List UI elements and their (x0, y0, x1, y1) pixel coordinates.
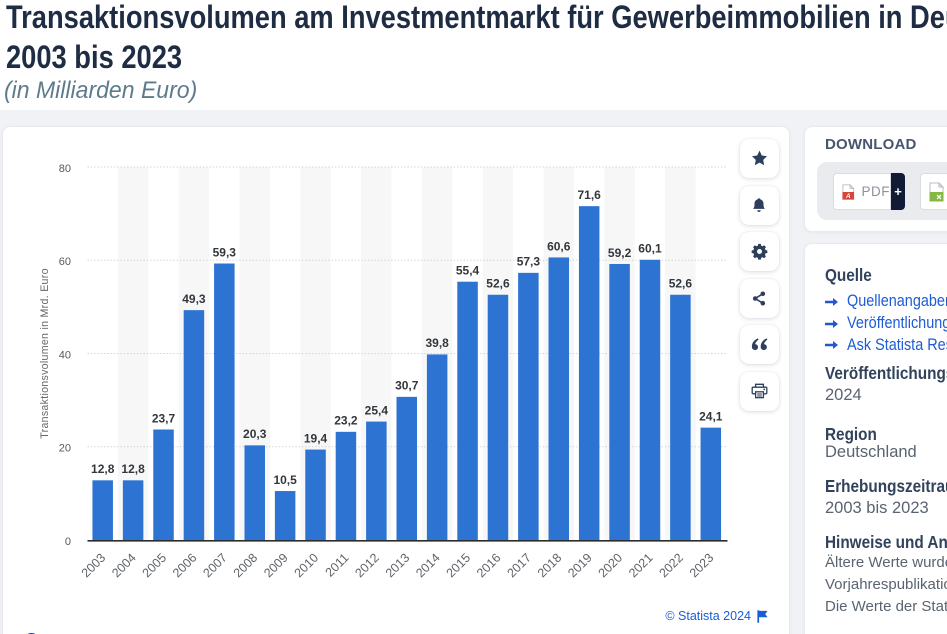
svg-text:52,6: 52,6 (669, 277, 693, 291)
svg-text:39,8: 39,8 (425, 336, 449, 350)
svg-text:59,2: 59,2 (608, 246, 632, 260)
svg-text:2013: 2013 (383, 551, 413, 581)
svg-text:2012: 2012 (352, 551, 382, 581)
svg-text:2008: 2008 (231, 551, 261, 581)
svg-text:59,3: 59,3 (213, 245, 237, 259)
svg-text:23,2: 23,2 (334, 414, 358, 428)
svg-text:12,8: 12,8 (121, 462, 145, 476)
svg-text:2014: 2014 (413, 551, 443, 581)
svg-text:2017: 2017 (504, 551, 534, 581)
svg-text:71,6: 71,6 (578, 188, 602, 202)
svg-text:20,3: 20,3 (243, 427, 267, 441)
svg-text:2015: 2015 (444, 551, 474, 581)
svg-text:Transaktionsvolumen in Mrd. Eu: Transaktionsvolumen in Mrd. Euro (39, 268, 51, 439)
svg-text:20: 20 (59, 443, 71, 455)
svg-text:55,4: 55,4 (456, 264, 480, 278)
svg-text:2018: 2018 (535, 551, 565, 581)
svg-text:2003: 2003 (79, 551, 109, 581)
svg-text:2021: 2021 (626, 551, 656, 581)
svg-text:12,8: 12,8 (91, 462, 115, 476)
svg-text:57,3: 57,3 (517, 255, 541, 269)
svg-text:A: A (845, 193, 851, 200)
svg-text:2007: 2007 (200, 551, 230, 581)
svg-text:2011: 2011 (323, 551, 352, 580)
svg-text:2005: 2005 (140, 551, 170, 581)
svg-text:60: 60 (59, 256, 71, 268)
svg-text:2022: 2022 (656, 551, 686, 581)
svg-text:30,7: 30,7 (395, 379, 419, 393)
svg-text:49,3: 49,3 (182, 292, 206, 306)
svg-text:2023: 2023 (687, 551, 717, 581)
svg-text:80: 80 (59, 163, 71, 175)
svg-text:10,5: 10,5 (273, 473, 297, 487)
svg-text:2010: 2010 (292, 551, 322, 581)
svg-text:60,6: 60,6 (547, 239, 571, 253)
svg-text:52,6: 52,6 (486, 277, 510, 291)
svg-text:2004: 2004 (109, 551, 139, 581)
svg-text:2020: 2020 (596, 551, 626, 581)
svg-text:40: 40 (59, 349, 71, 361)
svg-text:60,1: 60,1 (638, 242, 662, 256)
svg-text:0: 0 (65, 536, 71, 548)
svg-text:2019: 2019 (565, 551, 595, 581)
svg-text:2009: 2009 (261, 551, 291, 581)
svg-text:19,4: 19,4 (304, 431, 328, 445)
svg-text:2016: 2016 (474, 551, 504, 581)
svg-text:25,4: 25,4 (365, 403, 389, 417)
svg-text:2006: 2006 (170, 551, 200, 581)
svg-text:23,7: 23,7 (152, 411, 176, 425)
svg-text:24,1: 24,1 (699, 409, 723, 423)
